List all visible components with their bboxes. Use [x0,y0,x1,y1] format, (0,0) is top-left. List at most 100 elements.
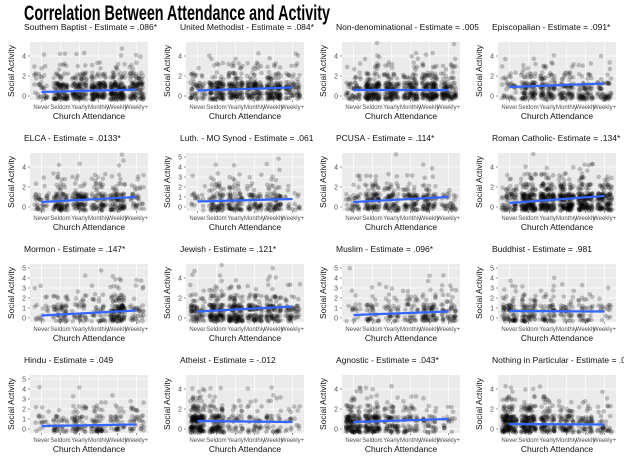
data-point [233,71,238,76]
data-point [386,74,391,79]
data-point [269,183,274,188]
data-point [123,71,128,76]
data-point [344,192,349,197]
data-point [580,63,585,68]
data-point [452,42,457,47]
data-point [585,168,590,173]
data-point [95,84,100,89]
data-point [201,208,206,213]
data-point [345,203,350,208]
data-point [218,273,223,278]
data-point [265,182,270,187]
data-point [140,201,145,206]
data-point [120,96,125,101]
data-point [401,73,406,78]
data-point [531,94,536,99]
data-point [34,181,39,186]
y-tick-label: 0 [490,93,494,100]
data-point [32,286,37,291]
data-point [134,53,139,58]
data-point [533,204,538,209]
data-point [218,192,223,197]
data-point [57,163,62,168]
data-point [119,278,124,283]
x-tick-label: Never [501,105,517,111]
data-point [364,192,369,197]
x-tick-label: Never [189,216,205,222]
data-point [81,297,86,302]
data-point [82,203,87,208]
data-point [56,97,61,102]
data-point [358,61,363,66]
data-point [509,94,514,99]
data-point [219,279,224,284]
y-axis-label: Social Activity [318,155,328,208]
data-point [233,57,238,62]
data-point [430,51,435,56]
data-point [551,193,556,198]
data-point [559,92,564,97]
data-point [115,284,120,289]
data-point [202,319,207,324]
data-point [139,71,144,76]
data-point [192,203,197,208]
data-point [552,86,557,91]
data-point [211,177,216,182]
data-point [134,283,139,288]
data-point [297,73,302,78]
data-point [420,61,425,66]
data-point [414,51,419,56]
data-point [120,75,125,80]
data-point [375,208,380,213]
data-point [552,53,557,58]
data-point [278,65,283,70]
data-point [297,205,302,210]
data-point [111,75,116,80]
data-point [549,206,554,211]
data-point [567,71,572,76]
data-point [420,81,425,86]
data-point [603,185,608,190]
panel-title: Luth. - MO Synod - Estimate = .061 [180,133,314,143]
y-tick-label: 2 [178,73,182,80]
data-point [90,192,95,197]
data-point [561,206,566,211]
data-point [279,74,284,79]
data-point [265,82,270,87]
data-point [432,81,437,86]
data-point [193,299,198,304]
data-point [108,85,113,90]
data-point [357,93,362,98]
data-point [585,202,590,207]
data-point [250,71,255,76]
data-point [287,90,292,95]
data-point [138,54,143,59]
y-axis-label: Social Activity [474,155,484,208]
data-point [248,96,253,101]
y-axis-label: Social Activity [474,44,484,97]
data-point [533,172,538,177]
x-tick-label: Never [33,327,49,333]
y-axis-label: Social Activity [318,44,328,97]
data-point [396,186,401,191]
data-point [139,278,144,283]
data-point [93,292,98,297]
data-point [586,191,591,196]
data-point [548,90,553,95]
y-tick-label: 1 [22,305,26,312]
data-point [189,303,194,308]
data-point [578,167,583,172]
data-point [578,207,583,212]
data-point [83,208,88,213]
data-point [264,203,269,208]
data-point [210,75,215,80]
x-axis-label: Church Attendance [209,111,282,121]
data-point [513,90,518,95]
data-point [221,61,226,66]
data-point [507,203,512,208]
data-point [505,173,510,178]
data-point [218,82,223,87]
data-point [234,91,239,96]
x-tick-label: Never [33,105,49,111]
data-point [432,65,437,70]
